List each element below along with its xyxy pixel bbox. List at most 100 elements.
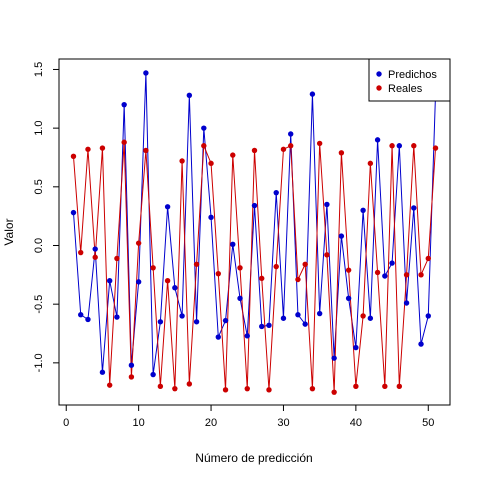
data-point-1-11 xyxy=(143,147,149,154)
data-point-1-42 xyxy=(367,160,374,167)
data-point-1-48 xyxy=(411,143,417,149)
data-point-1-17 xyxy=(186,381,193,387)
x-tick-label: 20 xyxy=(205,417,217,429)
data-point-0-48 xyxy=(411,205,417,211)
x-axis: 0 10 20 30 40 50 xyxy=(63,404,434,429)
data-point-1-5 xyxy=(99,145,106,151)
data-point-0-31 xyxy=(288,131,294,137)
data-point-0-29 xyxy=(273,189,279,196)
data-point-0-18 xyxy=(193,319,200,325)
data-point-0-46 xyxy=(396,143,403,149)
data-point-0-7 xyxy=(114,314,120,320)
x-tick-label: 10 xyxy=(133,417,145,429)
data-point-0-13 xyxy=(157,319,164,325)
series-line-1 xyxy=(72,142,437,393)
data-point-0-5 xyxy=(99,369,106,375)
y-tick-label: 0.5 xyxy=(33,179,45,194)
data-point-0-35 xyxy=(316,310,323,317)
data-point-0-25 xyxy=(244,333,250,339)
data-point-1-19 xyxy=(201,143,207,149)
data-point-0-1 xyxy=(70,209,77,216)
data-point-1-30 xyxy=(280,146,287,152)
data-point-1-14 xyxy=(164,278,171,284)
data-point-1-9 xyxy=(128,374,135,380)
data-point-1-33 xyxy=(302,261,308,267)
data-point-0-3 xyxy=(85,316,91,323)
data-point-0-14 xyxy=(164,204,171,210)
data-point-0-24 xyxy=(237,295,243,302)
data-point-1-4 xyxy=(92,254,98,260)
legend-marker-0 xyxy=(376,71,382,77)
data-point-0-42 xyxy=(367,315,374,321)
legend: Predichos Reales xyxy=(368,58,451,102)
data-point-1-46 xyxy=(396,383,403,390)
legend-label-0: Predichos xyxy=(388,69,437,81)
data-point-1-45 xyxy=(389,143,395,149)
data-point-1-20 xyxy=(208,160,214,167)
data-point-1-18 xyxy=(193,261,200,267)
y-tick-label: -1.0 xyxy=(33,353,45,372)
data-point-1-22 xyxy=(222,387,229,393)
data-point-0-2 xyxy=(78,312,84,318)
legend-label-1: Reales xyxy=(388,83,423,95)
data-point-1-49 xyxy=(418,272,424,278)
data-point-1-32 xyxy=(295,276,301,283)
data-point-0-36 xyxy=(324,201,330,208)
plot-box xyxy=(58,58,451,406)
y-axis: -1.0 -0.5 0.0 0.5 1.0 1.5 xyxy=(33,62,60,372)
data-point-0-44 xyxy=(382,273,388,279)
data-point-0-4 xyxy=(92,246,98,252)
y-tick-label: -0.5 xyxy=(33,295,45,314)
data-point-1-13 xyxy=(157,383,164,390)
data-point-1-34 xyxy=(309,385,316,392)
data-point-0-12 xyxy=(150,371,156,378)
data-point-0-41 xyxy=(360,207,366,213)
data-point-1-8 xyxy=(121,139,127,145)
data-point-0-33 xyxy=(302,321,308,327)
data-point-0-45 xyxy=(389,260,395,266)
data-point-0-28 xyxy=(266,322,272,328)
data-point-0-47 xyxy=(403,300,410,306)
data-point-1-38 xyxy=(338,150,345,156)
x-tick-label: 40 xyxy=(350,417,362,429)
data-point-1-7 xyxy=(114,255,120,262)
legend-marker-1 xyxy=(376,85,382,91)
data-point-1-29 xyxy=(273,263,279,270)
legend-box xyxy=(368,58,451,102)
data-point-1-15 xyxy=(172,385,178,392)
data-point-0-34 xyxy=(309,91,316,97)
data-point-0-17 xyxy=(186,92,193,98)
data-point-1-12 xyxy=(150,265,156,271)
data-point-1-39 xyxy=(345,267,352,273)
data-point-1-51 xyxy=(432,145,439,151)
data-point-0-37 xyxy=(331,355,337,361)
data-point-1-47 xyxy=(403,272,410,278)
data-point-0-21 xyxy=(215,334,221,340)
data-point-0-22 xyxy=(222,317,229,324)
data-point-1-25 xyxy=(244,385,250,392)
data-point-1-27 xyxy=(259,275,265,282)
data-point-0-10 xyxy=(135,279,142,285)
data-point-0-39 xyxy=(345,295,352,302)
data-point-1-43 xyxy=(374,269,381,276)
data-point-0-9 xyxy=(128,362,135,368)
data-point-0-20 xyxy=(208,214,214,221)
data-point-0-26 xyxy=(251,202,258,209)
data-point-0-16 xyxy=(179,313,185,319)
data-point-1-3 xyxy=(85,146,91,152)
data-point-1-36 xyxy=(324,252,330,258)
x-axis-title: Número de predicción xyxy=(195,451,312,465)
data-point-0-15 xyxy=(172,285,178,291)
data-point-0-30 xyxy=(280,315,287,321)
data-point-1-50 xyxy=(425,255,431,262)
data-point-0-40 xyxy=(353,344,359,351)
data-point-0-6 xyxy=(106,278,113,284)
x-tick-label: 30 xyxy=(277,417,289,429)
data-point-1-2 xyxy=(78,249,84,256)
data-point-1-1 xyxy=(70,153,77,160)
data-point-0-19 xyxy=(201,125,207,131)
y-tick-label: 1.0 xyxy=(33,120,45,135)
data-point-1-6 xyxy=(106,382,113,388)
data-point-1-44 xyxy=(382,383,388,390)
